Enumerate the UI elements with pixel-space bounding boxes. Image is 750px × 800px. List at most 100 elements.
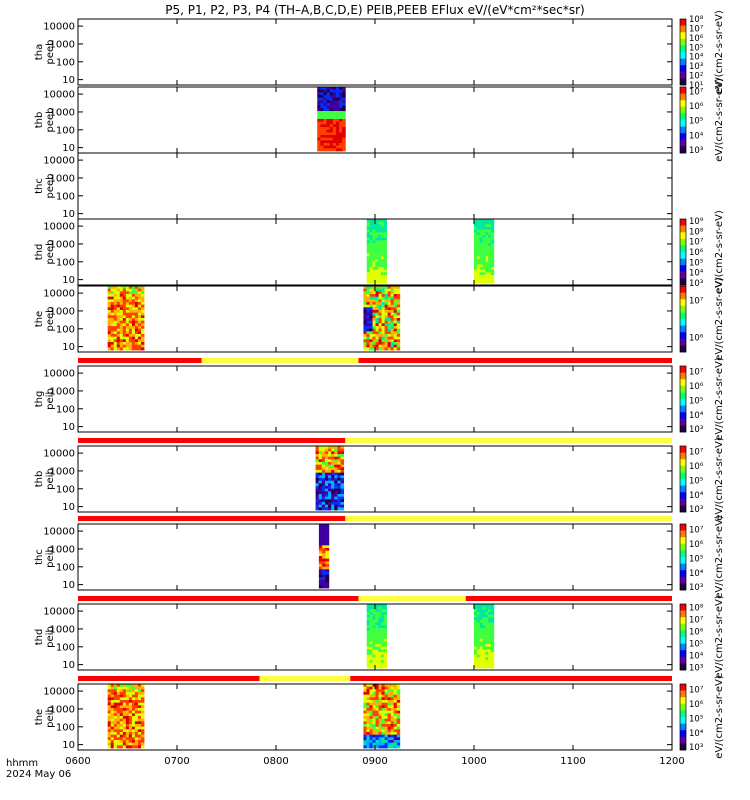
spectrogram-cell <box>329 103 334 107</box>
spectrogram-cell <box>140 315 145 319</box>
spectrogram-cell <box>396 307 401 311</box>
spectrogram-cell <box>340 480 345 484</box>
spectrogram-cell <box>482 625 486 629</box>
spectrogram-cell <box>116 304 121 308</box>
spectrogram-cell <box>363 315 367 319</box>
y-tick-label: 10000 <box>43 22 75 33</box>
spectrogram-cell <box>482 229 486 233</box>
spectrogram-cell <box>339 92 343 96</box>
spectrogram-cell <box>490 606 495 610</box>
spectrogram-cell <box>488 256 492 260</box>
spectrogram-cell <box>366 617 370 621</box>
spectrogram-cell <box>134 307 139 311</box>
spectrogram-cell <box>372 654 376 658</box>
spectrogram-cell <box>474 280 478 284</box>
spectrogram-cell <box>113 294 118 298</box>
spectrogram-cell <box>320 108 324 112</box>
spectrogram-cell <box>134 315 139 319</box>
spectrogram-cell <box>325 534 330 538</box>
spectrogram-cell <box>378 652 382 656</box>
spectrogram-cell <box>113 326 118 330</box>
spectrogram-cell <box>390 302 395 306</box>
spectrogram-cell <box>334 475 338 479</box>
spectrogram-cell <box>107 315 112 319</box>
spectrogram-cell <box>325 569 330 573</box>
spectrogram-cell <box>366 620 370 624</box>
colorbar-segment <box>680 100 686 108</box>
spectrogram-cell <box>369 269 373 273</box>
spectrogram-cell <box>482 604 486 608</box>
spectrogram-cell <box>340 475 345 479</box>
spectrogram-cell <box>378 331 382 335</box>
spectrogram-cell <box>110 734 115 738</box>
spectrogram-cell <box>323 113 327 117</box>
spectrogram-cell <box>393 344 398 348</box>
spectrogram-cell <box>490 633 495 637</box>
spectrogram-cell <box>383 227 387 231</box>
spectrogram-cell <box>479 221 483 225</box>
spectrogram-cell <box>479 248 483 252</box>
spectrogram-cell <box>119 307 124 311</box>
spectrogram-cell <box>372 294 376 298</box>
spectrogram-cell <box>116 310 121 314</box>
spectrogram-cell <box>125 689 130 693</box>
spectrogram-cell <box>113 737 118 741</box>
spectrogram-cell <box>332 132 337 136</box>
spectrogram-cell <box>321 502 326 506</box>
spectrogram-cell <box>363 737 367 741</box>
colorbar-segment <box>680 286 686 293</box>
spectrogram-cell <box>110 684 115 688</box>
probe-label: thc <box>34 178 45 194</box>
spectrogram-cell <box>332 137 337 141</box>
spectrogram-cell <box>315 448 320 452</box>
spectrogram-cell <box>337 486 341 490</box>
spectrogram-cell <box>140 291 145 295</box>
spectrogram-cell <box>125 291 130 295</box>
spectrogram-cell <box>378 689 382 693</box>
spectrogram-cell <box>378 275 382 279</box>
spectrogram-cell <box>393 721 398 725</box>
spectrogram-cell <box>331 486 335 490</box>
spectrogram-cell <box>137 694 142 698</box>
spectrogram-cell <box>116 291 121 295</box>
spectrogram-cell <box>369 304 373 308</box>
spectrogram-cell <box>369 334 373 338</box>
spectrogram-cell <box>116 336 121 340</box>
spectrogram-cell <box>476 606 481 610</box>
spectrogram-cell <box>390 299 395 303</box>
spectrogram-cell <box>390 729 395 733</box>
spectrogram-cell <box>490 614 495 618</box>
spectrogram-cell <box>479 652 483 656</box>
spectrogram-cell <box>140 344 145 348</box>
spectrogram-cell <box>326 148 331 152</box>
spectrogram-cell <box>318 582 323 586</box>
spectrogram-cell <box>485 229 489 233</box>
colorbar-tick-label: 10⁷ <box>689 24 704 34</box>
spectrogram-cell <box>384 692 389 696</box>
spectrogram-cell <box>384 732 389 736</box>
spectrogram-cell <box>128 286 133 290</box>
spectrogram-cell <box>122 721 127 725</box>
spectrogram-cell <box>128 331 133 335</box>
spectrogram-cell <box>315 456 320 460</box>
spectrogram-cell <box>383 243 387 247</box>
spectrogram-cell <box>474 641 478 645</box>
spectrogram-cell <box>488 665 492 669</box>
spectrogram-cell <box>137 296 142 300</box>
spectrogram-cell <box>342 127 346 131</box>
spectrogram-cell <box>335 108 340 112</box>
spectrogram-cell <box>366 606 370 610</box>
spectrogram-cell <box>393 312 398 316</box>
spectrogram-cell <box>390 307 395 311</box>
spectrogram-cell <box>387 742 392 746</box>
spectrogram-cell <box>122 710 127 714</box>
colorbar-segment <box>680 524 686 531</box>
spectrogram-cell <box>339 119 343 123</box>
spectrogram-cell <box>320 145 324 149</box>
spectrogram-cell <box>325 558 330 562</box>
spectrogram-cell <box>315 446 320 450</box>
spectrogram-cell <box>134 716 139 720</box>
spectrogram-cell <box>320 111 324 115</box>
spectrogram-cell <box>116 288 121 292</box>
